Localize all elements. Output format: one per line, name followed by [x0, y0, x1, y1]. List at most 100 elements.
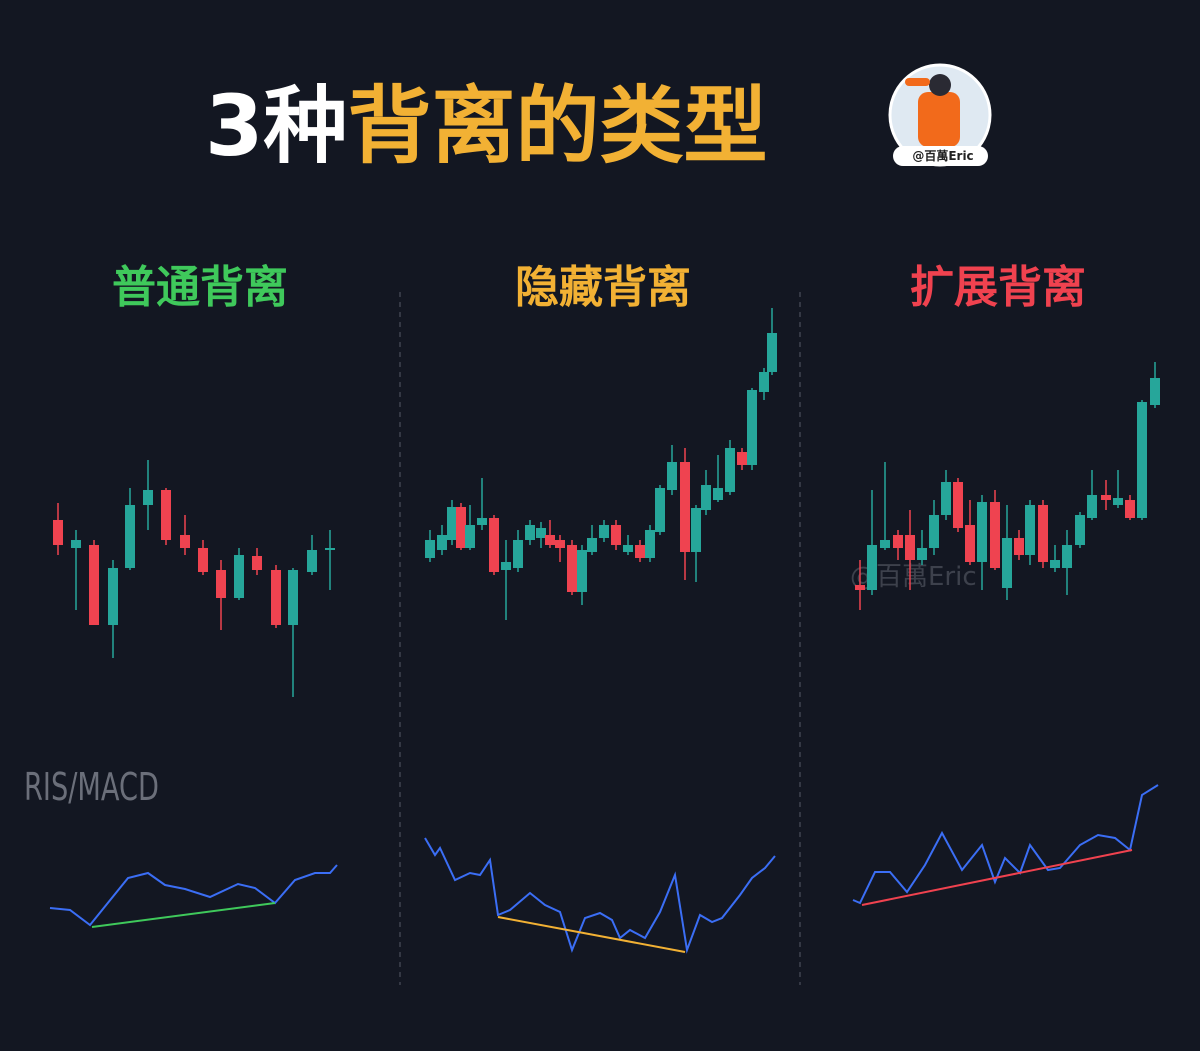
candle-body [567, 545, 577, 592]
candle [713, 455, 723, 502]
candles [53, 308, 1160, 697]
indicator-line [49, 864, 338, 927]
candle [456, 503, 466, 550]
candle-body [1038, 505, 1048, 562]
candle-body [1014, 538, 1024, 555]
candle [893, 530, 903, 560]
candle-body [89, 545, 99, 625]
candle [161, 488, 171, 545]
candle-body [456, 507, 466, 548]
candle [667, 445, 677, 495]
candle-body [555, 540, 565, 548]
candle-body [465, 525, 475, 548]
candle-body [737, 452, 747, 465]
candle-body [513, 540, 523, 568]
candle [767, 308, 777, 375]
candle-body [252, 556, 262, 570]
candle [288, 568, 298, 697]
candle [1113, 470, 1123, 508]
candle [1075, 512, 1085, 548]
candle [1150, 362, 1160, 408]
candle-body [1075, 515, 1085, 545]
candle-body [867, 545, 877, 590]
candle [1087, 470, 1097, 520]
title-main: 背离的类型 [347, 77, 767, 175]
indicator-line [861, 849, 1133, 906]
candle-body [691, 508, 701, 552]
candle [1125, 495, 1135, 520]
candle-body [161, 490, 171, 540]
candle-body [234, 555, 244, 598]
candle-body [447, 507, 457, 540]
indicator-line [852, 784, 1159, 905]
candle [425, 530, 435, 562]
candle [1050, 545, 1060, 572]
candle-body [747, 390, 757, 465]
candle [701, 470, 711, 515]
candle-body [713, 488, 723, 500]
candle-body [701, 485, 711, 510]
indicator-line [91, 902, 276, 928]
candle [545, 520, 555, 548]
candle [307, 535, 317, 575]
candle-body [198, 548, 208, 572]
candle-body [1050, 560, 1060, 568]
indicator-label: RIS/MACD [24, 765, 159, 809]
indicator-line [424, 837, 776, 954]
candle [577, 545, 587, 605]
candle [977, 495, 987, 590]
candle-body [1002, 538, 1012, 588]
candle-body [525, 525, 535, 540]
candle [929, 500, 939, 555]
candle [525, 520, 535, 545]
candle-body [307, 550, 317, 572]
candle-body [108, 568, 118, 625]
candle-body [587, 538, 597, 552]
candle [447, 500, 457, 545]
candle [599, 520, 609, 542]
candle-body [767, 333, 777, 372]
candle-body [880, 540, 890, 548]
candle-body [1137, 402, 1147, 518]
candle-body [53, 520, 63, 545]
candle-body [905, 535, 915, 560]
title-prefix: 3种 [205, 77, 347, 175]
candle [1038, 500, 1048, 568]
candle [1062, 530, 1072, 595]
candle-body [893, 535, 903, 548]
candle [437, 525, 447, 555]
candle-body [725, 448, 735, 492]
candle [1025, 500, 1035, 565]
candle [611, 520, 621, 550]
candle-body [1125, 500, 1135, 518]
title: 3种背离的类型 [205, 77, 767, 175]
candle-body [1087, 495, 1097, 518]
candle [855, 560, 865, 610]
candle [198, 540, 208, 575]
candle-body [645, 530, 655, 558]
candle-body [71, 540, 81, 548]
candle-body [1025, 505, 1035, 555]
candle-body [545, 535, 555, 545]
candle [180, 515, 190, 555]
candle-body [143, 490, 153, 505]
candle-body [577, 550, 587, 592]
candle-body [325, 548, 335, 550]
candle [271, 565, 281, 628]
candle-body [216, 570, 226, 598]
candle [536, 522, 546, 548]
candle [725, 440, 735, 495]
candle [216, 560, 226, 630]
candle-body [1101, 495, 1111, 500]
candle-body [425, 540, 435, 558]
candle [645, 525, 655, 562]
candle-body [489, 518, 499, 572]
candle-body [655, 488, 665, 532]
candle-body [536, 528, 546, 538]
candle-body [917, 548, 927, 560]
candle [691, 505, 701, 582]
candle [737, 448, 747, 470]
candle [53, 503, 63, 555]
candle-body [599, 525, 609, 538]
